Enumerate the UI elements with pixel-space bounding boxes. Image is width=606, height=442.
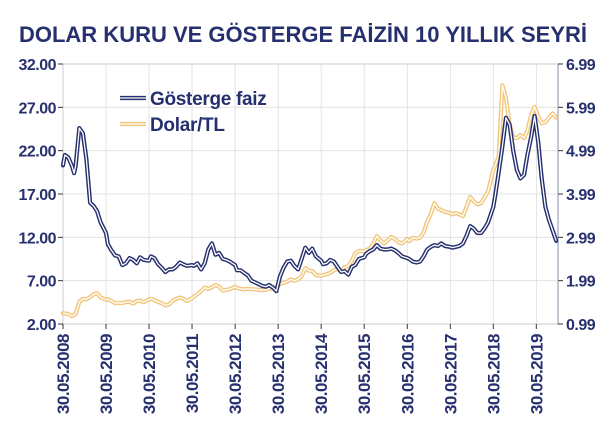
y-right-tick-label: 1.99 bbox=[566, 274, 596, 291]
legend-label: Gösterge faiz bbox=[150, 89, 266, 110]
series-layer bbox=[60, 83, 559, 319]
grid bbox=[62, 63, 558, 325]
x-tick-label: 30.05.2013 bbox=[269, 334, 288, 414]
x-tick-label: 30.05.2016 bbox=[398, 334, 417, 414]
x-tick-label: 30.05.2010 bbox=[140, 334, 159, 414]
legend: Gösterge faiz Dolar/TL bbox=[120, 89, 267, 136]
x-tick-label: 30.05.2015 bbox=[355, 334, 374, 414]
y-right-tick-label: 4.99 bbox=[566, 144, 596, 161]
x-tick-label: 30.05.2008 bbox=[54, 334, 73, 414]
y-left-tick-label: 17.00 bbox=[18, 187, 56, 204]
y-right-tick-label: 3.99 bbox=[566, 187, 596, 204]
axes: 32.00 27.00 22.00 17.00 12.00 7.00 2.00 6.99 5.9… bbox=[18, 57, 596, 414]
y-left-tick-label: 2.00 bbox=[27, 317, 57, 334]
y-right-tick-label: 5.99 bbox=[566, 100, 596, 117]
y-left-tick-label: 22.00 bbox=[18, 144, 56, 161]
x-tick-label: 30.05.2012 bbox=[226, 334, 245, 414]
y-right-tick-label: 6.99 bbox=[566, 57, 596, 74]
y-left-tick-label: 27.00 bbox=[18, 100, 56, 117]
y-right-tick-label: 0.99 bbox=[566, 317, 596, 334]
y-left-tick-label: 7.00 bbox=[27, 274, 57, 291]
x-tick-label: 30.05.2014 bbox=[312, 333, 331, 414]
chart-title: DOLAR KURU VE GÖSTERGE FAİZİN 10 YILLIK … bbox=[19, 22, 587, 47]
x-tick-label: 30.05.2017 bbox=[441, 334, 460, 414]
series-faiz-line-core bbox=[62, 115, 557, 292]
x-tick-label: 30.05.2019 bbox=[527, 334, 546, 414]
y-left-tick-label: 12.00 bbox=[18, 230, 56, 247]
series-dolar-line-core bbox=[62, 84, 557, 317]
x-tick-label: 30.05.2009 bbox=[97, 334, 116, 414]
y-left-tick-label: 32.00 bbox=[18, 57, 56, 74]
x-tick-label: 30.05.2018 bbox=[484, 334, 503, 414]
y-right-tick-label: 2.99 bbox=[566, 230, 596, 247]
legend-label: Dolar/TL bbox=[150, 115, 225, 136]
x-tick-label: 30.05.2011 bbox=[183, 334, 202, 413]
